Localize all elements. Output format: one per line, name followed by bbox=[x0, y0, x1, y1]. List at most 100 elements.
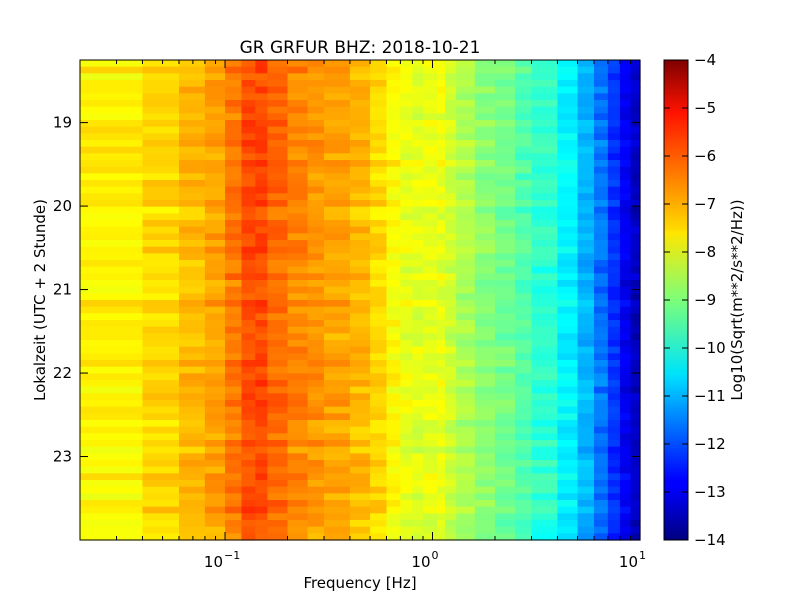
heatmap-cell bbox=[142, 106, 180, 114]
heatmap-cell bbox=[474, 433, 496, 441]
heatmap-cell bbox=[255, 480, 268, 488]
heatmap-cell bbox=[607, 466, 621, 474]
heatmap-cell bbox=[515, 420, 533, 428]
heatmap-cell bbox=[386, 233, 401, 241]
heatmap-cell bbox=[494, 480, 516, 488]
heatmap-cell bbox=[423, 533, 438, 541]
heatmap-cell bbox=[607, 360, 621, 368]
heatmap-cell bbox=[577, 200, 595, 208]
heatmap-cell bbox=[255, 113, 268, 121]
heatmap-cell bbox=[593, 373, 609, 381]
heatmap-cell bbox=[445, 246, 457, 254]
heatmap-cell bbox=[370, 493, 388, 501]
heatmap-cell bbox=[593, 193, 609, 201]
heatmap-cell bbox=[607, 400, 621, 408]
heatmap-cell bbox=[179, 186, 206, 194]
heatmap-cell bbox=[255, 80, 268, 88]
heatmap-cell bbox=[494, 133, 516, 141]
heatmap-cell bbox=[349, 60, 371, 68]
heatmap-cell bbox=[436, 400, 446, 408]
heatmap-cell bbox=[307, 206, 325, 214]
heatmap-cell bbox=[557, 513, 579, 521]
heatmap-cell bbox=[241, 373, 256, 381]
heatmap-cell bbox=[474, 260, 496, 268]
heatmap-cell bbox=[142, 153, 180, 161]
heatmap-cell bbox=[456, 333, 476, 341]
heatmap-cell bbox=[80, 500, 144, 508]
heatmap-cell bbox=[142, 100, 180, 108]
heatmap-cell bbox=[607, 506, 621, 514]
heatmap-cell bbox=[577, 486, 595, 494]
heatmap-cell bbox=[557, 180, 579, 188]
heatmap-cell bbox=[400, 386, 413, 394]
heatmap-cell bbox=[494, 413, 516, 421]
heatmap-cell bbox=[225, 400, 243, 408]
heatmap-cell bbox=[287, 493, 309, 501]
heatmap-cell bbox=[179, 80, 206, 88]
heatmap-cell bbox=[80, 313, 144, 321]
heatmap-cell bbox=[204, 120, 226, 128]
heatmap-cell bbox=[241, 320, 256, 328]
heatmap-cell bbox=[287, 280, 309, 288]
heatmap-cell bbox=[386, 220, 401, 228]
heatmap-cell bbox=[400, 86, 413, 94]
heatmap-cell bbox=[255, 420, 268, 428]
heatmap-cell bbox=[255, 520, 268, 528]
heatmap-cell bbox=[515, 386, 533, 394]
heatmap-cell bbox=[386, 420, 401, 428]
heatmap-cell bbox=[349, 366, 371, 374]
heatmap-cell bbox=[386, 513, 401, 521]
heatmap-cell bbox=[577, 120, 595, 128]
heatmap-cell bbox=[287, 353, 309, 361]
heatmap-cell bbox=[412, 293, 424, 301]
heatmap-cell bbox=[630, 100, 641, 108]
heatmap-cell bbox=[324, 93, 351, 101]
heatmap-cell bbox=[423, 360, 438, 368]
heatmap-cell bbox=[557, 533, 579, 541]
heatmap-cell bbox=[630, 386, 641, 394]
heatmap-cell bbox=[307, 146, 325, 154]
heatmap-cell bbox=[241, 466, 256, 474]
heatmap-cell bbox=[400, 426, 413, 434]
heatmap-cell bbox=[619, 206, 632, 214]
heatmap-cell bbox=[557, 393, 579, 401]
heatmap-cell bbox=[349, 160, 371, 168]
heatmap-cell bbox=[456, 173, 476, 181]
heatmap-cell bbox=[577, 160, 595, 168]
heatmap-cell bbox=[619, 193, 632, 201]
heatmap-cell bbox=[370, 293, 388, 301]
heatmap-cell bbox=[386, 413, 401, 421]
heatmap-cell bbox=[241, 240, 256, 248]
heatmap-cell bbox=[630, 366, 641, 374]
heatmap-cell bbox=[557, 313, 579, 321]
heatmap-cell bbox=[142, 186, 180, 194]
heatmap-cell bbox=[619, 413, 632, 421]
heatmap-cell bbox=[577, 273, 595, 281]
heatmap-cell bbox=[630, 533, 641, 541]
heatmap-cell bbox=[531, 166, 559, 174]
heatmap-cell bbox=[630, 253, 641, 261]
heatmap-cell bbox=[349, 260, 371, 268]
heatmap-cell bbox=[386, 126, 401, 134]
heatmap-cell bbox=[619, 300, 632, 308]
heatmap-cell bbox=[370, 353, 388, 361]
heatmap-cell bbox=[474, 360, 496, 368]
heatmap-cell bbox=[400, 93, 413, 101]
heatmap-cell bbox=[386, 193, 401, 201]
heatmap-cell bbox=[204, 360, 226, 368]
heatmap-cell bbox=[619, 253, 632, 261]
heatmap-cell bbox=[80, 273, 144, 281]
heatmap-cell bbox=[386, 466, 401, 474]
heatmap-cell bbox=[241, 266, 256, 274]
heatmap-cell bbox=[436, 320, 446, 328]
heatmap-cell bbox=[386, 180, 401, 188]
heatmap-cell bbox=[494, 406, 516, 414]
heatmap-cell bbox=[436, 513, 446, 521]
heatmap-cell bbox=[255, 146, 268, 154]
heatmap-cell bbox=[474, 500, 496, 508]
heatmap-cell bbox=[474, 346, 496, 354]
heatmap-cell bbox=[593, 393, 609, 401]
heatmap-cell bbox=[349, 266, 371, 274]
heatmap-cell bbox=[349, 393, 371, 401]
heatmap-cell bbox=[255, 413, 268, 421]
